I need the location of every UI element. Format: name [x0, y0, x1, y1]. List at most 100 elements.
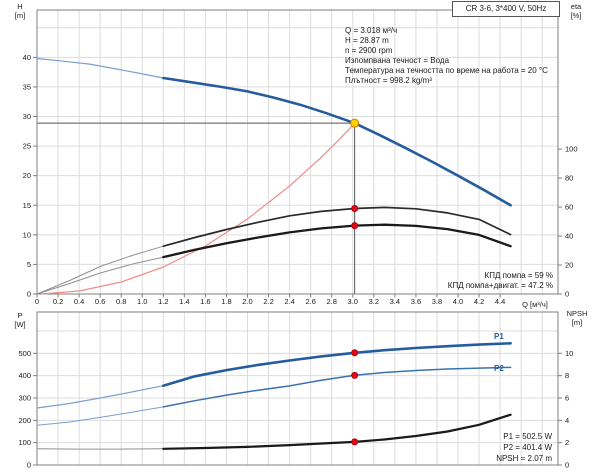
p1-point — [351, 349, 359, 357]
svg-text:1.2: 1.2 — [158, 297, 168, 306]
svg-text:0: 0 — [27, 290, 31, 299]
svg-text:0.6: 0.6 — [95, 297, 105, 306]
svg-text:0: 0 — [35, 297, 39, 306]
pump-model-title: CR 3-6, 3*400 V, 50Hz — [452, 1, 560, 17]
svg-text:8: 8 — [565, 371, 569, 380]
svg-text:20: 20 — [565, 261, 573, 270]
eta-pump-thin — [36, 245, 164, 295]
svg-text:60: 60 — [565, 203, 573, 212]
svg-text:0: 0 — [565, 290, 569, 299]
system-curve — [41, 122, 356, 295]
efficiency-annotations: КПД помпа = 59 % КПД помпа+двигат. = 47.… — [355, 271, 553, 291]
svg-text:25: 25 — [23, 142, 31, 151]
power-npsh-chart: 0 100 200 300 400 500 0 2 4 6 8 10 — [18, 311, 573, 470]
svg-text:4.0: 4.0 — [453, 297, 463, 306]
annotation-density: Плътност = 998.2 kg/m³ — [345, 76, 432, 85]
p1-curve — [162, 341, 512, 388]
svg-text:1.0: 1.0 — [137, 297, 147, 306]
svg-text:5: 5 — [27, 260, 31, 269]
p2-curve-label: P2 — [494, 364, 504, 373]
qh-efficiency-chart: 0 5 10 15 20 25 30 35 40 0 20 40 60 80 100 0 0.2 0.4 0.6 0.… — [23, 9, 578, 306]
svg-text:100: 100 — [18, 438, 31, 447]
eta-axis-label: eta [%] — [562, 2, 590, 20]
svg-text:2: 2 — [565, 438, 569, 447]
svg-text:100: 100 — [565, 145, 578, 154]
svg-text:3.4: 3.4 — [390, 297, 400, 306]
eta-axis-symbol: eta — [570, 2, 582, 11]
svg-text:0.4: 0.4 — [74, 297, 84, 306]
npsh-point — [351, 438, 359, 446]
npsh-axis-label: NPSH [m] — [558, 309, 596, 327]
svg-text:3.8: 3.8 — [432, 297, 442, 306]
qh-curve — [162, 76, 512, 207]
annotation-temperature: Температура на течността по време на раб… — [345, 66, 548, 75]
svg-text:40: 40 — [565, 232, 573, 241]
svg-text:2.8: 2.8 — [326, 297, 336, 306]
svg-text:400: 400 — [18, 371, 31, 380]
svg-text:35: 35 — [23, 82, 31, 91]
svg-text:15: 15 — [23, 201, 31, 210]
svg-text:1.4: 1.4 — [179, 297, 189, 306]
svg-text:4.4: 4.4 — [495, 297, 505, 306]
annotation-liquid: Изпомпвана течност = Вода — [345, 56, 450, 65]
svg-text:3.2: 3.2 — [369, 297, 379, 306]
annotation-p1: P1 = 502.5 W — [503, 432, 552, 441]
svg-text:20: 20 — [23, 171, 31, 180]
svg-text:30: 30 — [23, 112, 31, 121]
svg-text:40: 40 — [23, 53, 31, 62]
annotation-n: n = 2900 rpm — [345, 46, 393, 55]
svg-text:4: 4 — [565, 416, 569, 425]
h-axis-symbol: H — [17, 2, 23, 11]
h-axis-unit: [m] — [14, 11, 26, 20]
eta-motor-point — [351, 222, 359, 230]
annotation-q: Q = 3.018 м³/ч — [345, 26, 398, 35]
duty-point — [350, 118, 360, 128]
svg-text:0: 0 — [27, 461, 31, 470]
svg-text:10: 10 — [565, 349, 573, 358]
svg-text:0.2: 0.2 — [53, 297, 63, 306]
svg-text:3.6: 3.6 — [411, 297, 421, 306]
p1-curve-thin — [36, 385, 164, 409]
svg-text:2.0: 2.0 — [242, 297, 252, 306]
power-annotations: P1 = 502.5 W P2 = 401.4 W NPSH = 2.07 m — [400, 431, 552, 464]
annotation-eta-pump-motor: КПД помпа+двигат. = 47.2 % — [447, 281, 553, 290]
npsh-axis-unit: [m] — [571, 318, 583, 327]
operating-annotations: Q = 3.018 м³/ч H = 28.87 m n = 2900 rpm … — [345, 26, 548, 86]
eta-pump-point — [351, 205, 359, 213]
p2-curve — [162, 366, 512, 408]
svg-text:6: 6 — [565, 393, 569, 402]
svg-text:500: 500 — [18, 349, 31, 358]
annotation-h: H = 28.87 m — [345, 36, 389, 45]
p-axis-symbol: P — [17, 311, 23, 320]
eta-pump-motor — [162, 223, 512, 259]
eta-pump — [162, 206, 512, 248]
svg-text:0: 0 — [565, 461, 569, 470]
svg-text:1.8: 1.8 — [221, 297, 231, 306]
svg-text:2.4: 2.4 — [284, 297, 294, 306]
annotation-npsh: NPSH = 2.07 m — [496, 454, 552, 463]
svg-text:200: 200 — [18, 416, 31, 425]
annotation-p2: P2 = 401.4 W — [503, 443, 552, 452]
p-axis-label: P [W] — [8, 311, 32, 329]
svg-text:300: 300 — [18, 393, 31, 402]
q-axis-label: Q [м³/ч] — [522, 300, 548, 309]
svg-text:0.8: 0.8 — [116, 297, 126, 306]
eta-axis-unit: [%] — [570, 11, 582, 20]
npsh-axis-symbol: NPSH — [566, 309, 588, 318]
svg-text:1.6: 1.6 — [200, 297, 210, 306]
svg-text:3.0: 3.0 — [348, 297, 358, 306]
svg-text:80: 80 — [565, 174, 573, 183]
svg-text:10: 10 — [23, 230, 31, 239]
annotation-eta-pump: КПД помпа = 59 % — [484, 271, 553, 280]
h-axis-label: H [m] — [8, 2, 32, 20]
p-axis-unit: [W] — [14, 320, 26, 329]
qh-curve-thin — [36, 57, 164, 79]
p2-point — [351, 371, 359, 379]
svg-text:2.6: 2.6 — [305, 297, 315, 306]
svg-text:2.2: 2.2 — [263, 297, 273, 306]
eta-pump-motor-thin — [36, 256, 164, 295]
p1-curve-label: P1 — [494, 332, 504, 341]
p2-curve-thin — [36, 406, 164, 426]
